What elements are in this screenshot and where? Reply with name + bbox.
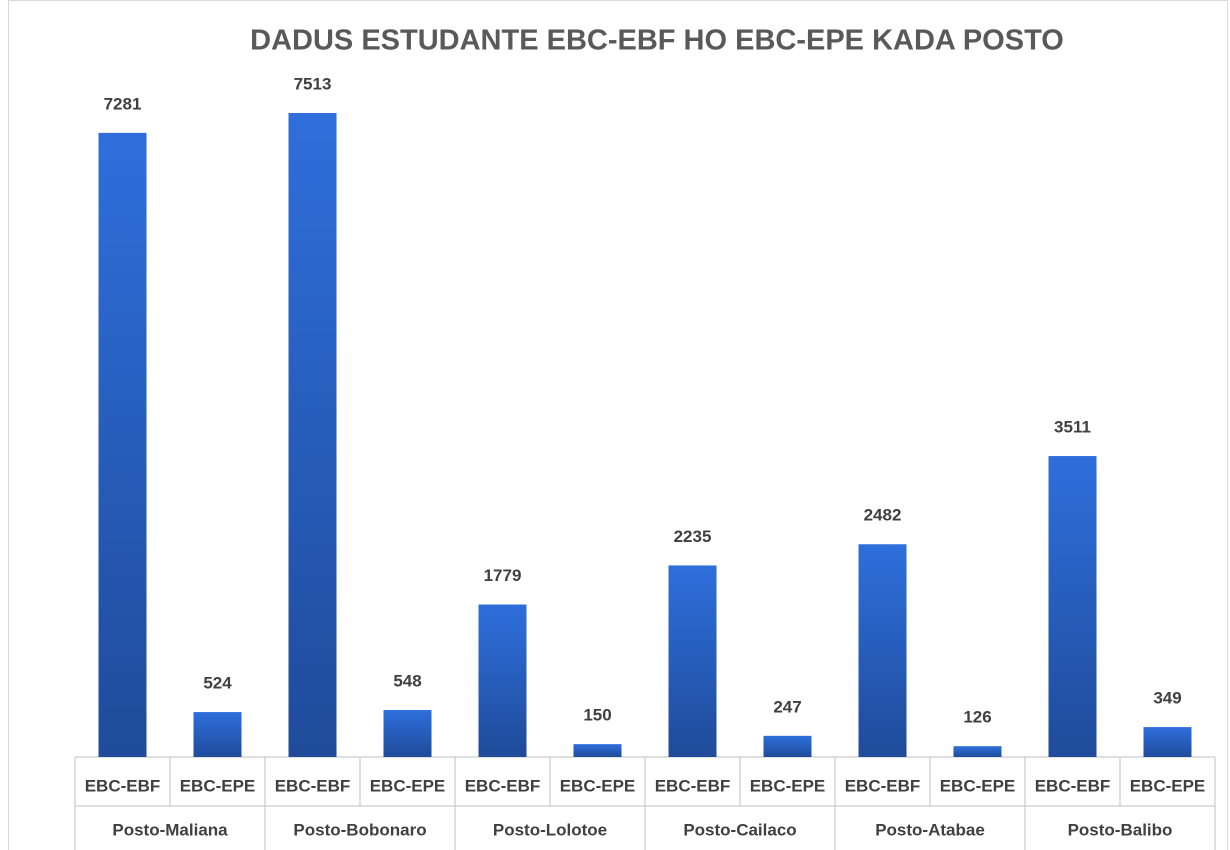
x-tick-label: EBC-EBF bbox=[655, 776, 731, 795]
group-label: Posto-Lolotoe bbox=[493, 820, 607, 839]
data-label: 548 bbox=[393, 672, 421, 691]
chart-title: DADUS ESTUDANTE EBC-EBF HO EBC-EPE KADA … bbox=[250, 25, 1064, 57]
data-label: 349 bbox=[1153, 689, 1181, 708]
bar bbox=[478, 604, 527, 757]
x-tick-label: EBC-EPE bbox=[560, 776, 636, 795]
data-label: 1779 bbox=[484, 566, 522, 585]
data-label: 247 bbox=[773, 697, 801, 716]
bar bbox=[763, 735, 812, 757]
data-label: 2482 bbox=[864, 506, 902, 525]
bar bbox=[98, 132, 147, 757]
x-tick-label: EBC-EBF bbox=[1035, 776, 1111, 795]
group-label: Posto-Atabae bbox=[875, 820, 985, 839]
bar bbox=[858, 544, 907, 757]
bar bbox=[668, 565, 717, 757]
x-tick-label: EBC-EPE bbox=[1130, 776, 1206, 795]
bar bbox=[1143, 727, 1192, 757]
x-tick-label: EBC-EBF bbox=[845, 776, 921, 795]
x-tick-label: EBC-EPE bbox=[750, 776, 826, 795]
x-tick-label: EBC-EPE bbox=[370, 776, 446, 795]
bar bbox=[573, 744, 622, 757]
x-tick-label: EBC-EPE bbox=[180, 776, 256, 795]
group-label: Posto-Balibo bbox=[1068, 820, 1173, 839]
bar bbox=[193, 712, 242, 757]
bar bbox=[288, 113, 337, 757]
data-label: 126 bbox=[963, 708, 991, 727]
data-label: 524 bbox=[203, 674, 232, 693]
group-label: Posto-Cailaco bbox=[683, 820, 796, 839]
data-label: 7513 bbox=[294, 74, 332, 93]
data-label: 7281 bbox=[104, 94, 142, 113]
x-tick-label: EBC-EBF bbox=[85, 776, 161, 795]
data-label: 150 bbox=[583, 706, 611, 725]
x-tick-label: EBC-EBF bbox=[465, 776, 541, 795]
bar bbox=[953, 746, 1002, 757]
x-tick-label: EBC-EPE bbox=[940, 776, 1016, 795]
bar bbox=[1048, 456, 1097, 757]
group-label: Posto-Maliana bbox=[112, 820, 228, 839]
data-label: 2235 bbox=[674, 527, 712, 546]
bar bbox=[383, 710, 432, 757]
x-tick-label: EBC-EBF bbox=[275, 776, 351, 795]
data-label: 3511 bbox=[1054, 418, 1091, 437]
chart-border bbox=[8, 0, 1228, 850]
group-label: Posto-Bobonaro bbox=[293, 820, 426, 839]
